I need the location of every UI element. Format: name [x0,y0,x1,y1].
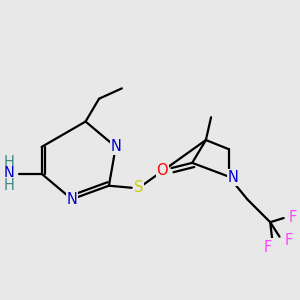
Text: N: N [227,170,238,185]
Text: S: S [134,180,144,195]
Text: N: N [66,192,77,207]
Text: F: F [285,233,293,248]
Text: F: F [264,240,272,255]
Text: H: H [4,178,15,193]
Text: F: F [289,209,297,224]
Text: N: N [4,167,15,182]
Text: N: N [110,140,121,154]
Text: O: O [156,163,168,178]
Text: H: H [4,155,15,170]
